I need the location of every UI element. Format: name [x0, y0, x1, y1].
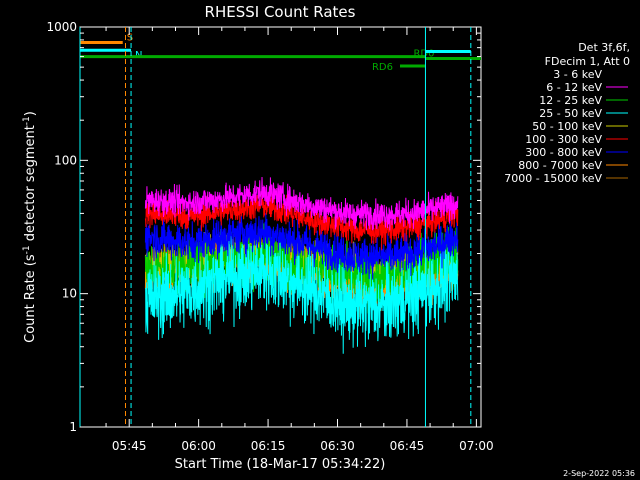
legend-entry-label: 7000 - 15000 keV — [504, 172, 602, 185]
legend-entry-label: 6 - 12 keV — [546, 81, 602, 94]
legend-entry-label: 12 - 25 keV — [539, 94, 602, 107]
legend-entry-label: 3 - 6 keV — [553, 68, 602, 81]
x-axis-label: Start Time (18-Mar-17 05:34:22) — [175, 457, 386, 472]
y-label-part: detector segment — [23, 125, 38, 245]
x-tick-label: 06:15 — [251, 439, 286, 453]
timestamp-footer: 2-Sep-2022 05:36 — [563, 469, 635, 478]
y-tick-label: 100 — [54, 153, 77, 167]
y-label-part: ) — [23, 111, 38, 116]
legend-entry-label: 25 - 50 keV — [539, 107, 602, 120]
y-tick-label: 10 — [62, 287, 77, 301]
y-tick-label: 1 — [69, 420, 77, 434]
series-line-300-800-kev — [144, 213, 459, 280]
series-layer — [144, 75, 459, 354]
flag-label: S — [127, 33, 133, 44]
x-tick-label: 05:45 — [112, 439, 147, 453]
x-tick-label: 06:30 — [320, 439, 355, 453]
vertical-markers-layer — [79, 27, 472, 427]
series-line-100-300-kev — [144, 190, 459, 251]
series-line-6-12-kev — [144, 177, 459, 231]
legend-entry-label: 800 - 7000 keV — [518, 159, 602, 172]
legend-header-line: Det 3f,6f, — [578, 41, 630, 54]
x-tick-label: 07:00 — [459, 439, 494, 453]
y-label-superscript: -1 — [22, 116, 32, 125]
y-label-superscript: -1 — [22, 245, 32, 254]
flag-bars-layer: SNRD0RD6 — [80, 33, 481, 73]
chart-title: RHESSI Count Rates — [205, 3, 356, 21]
legend-entry-label: 100 - 300 keV — [525, 133, 602, 146]
x-tick-label: 06:00 — [181, 439, 216, 453]
series-line-25-50-kev — [144, 229, 459, 354]
axes-layer: 1 10 100 1000 05:45 06:00 06:15 06:30 06:45 07:00 — [46, 20, 493, 453]
flag-label: RD0 — [413, 49, 434, 60]
y-label-part: Count Rate (s — [23, 254, 38, 343]
legend-entry-label: 50 - 100 keV — [532, 120, 602, 133]
series-line-12-25-kev — [144, 223, 459, 314]
flag-label: RD6 — [372, 62, 393, 73]
x-tick-label: 06:45 — [390, 439, 425, 453]
y-axis-label: Count Rate (s-1 detector segment-1) — [22, 111, 38, 343]
y-tick-label: 1000 — [46, 20, 77, 34]
series-line-3-6-kev — [144, 75, 459, 93]
legend-header-line: FDecim 1, Att 0 — [545, 55, 630, 68]
legend-entry-label: 300 - 800 keV — [525, 146, 602, 159]
